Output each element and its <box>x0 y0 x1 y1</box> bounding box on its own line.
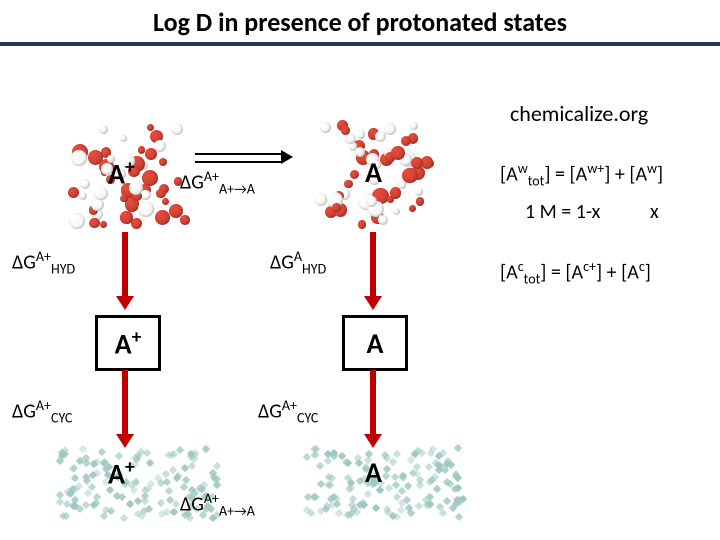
dg-hyd-left-sub: HYD <box>51 261 75 278</box>
equation-1: [Awtot] = [Aw+] + [Aw] <box>500 160 663 190</box>
state-A-bot: A <box>365 455 382 490</box>
title-area: Log D in presence of protonated states <box>0 6 720 38</box>
dg-top-label: ΔGA+A+→A <box>180 168 255 198</box>
dg-cyc-right: ΔGA+CYC <box>258 397 318 427</box>
dg-cyc-left-sup: A+ <box>36 397 51 414</box>
dg-top-sup: A+ <box>204 168 219 185</box>
g: G <box>191 171 204 195</box>
dg-bot-label: ΔGA+A+→A <box>180 490 255 520</box>
state-Aplus-top-A: A <box>108 156 125 191</box>
dg-hyd-left-sup: A+ <box>36 248 51 265</box>
equation-3: [Actot] = [Ac+] + [Ac] <box>500 258 651 288</box>
state-A-mid: A <box>367 326 384 361</box>
equation-2-lhs: 1 M = 1-x <box>525 200 600 224</box>
arrow-top-h <box>195 150 295 170</box>
state-Aplus-bot: A+ <box>108 455 135 491</box>
dg-hyd-right-sup: A <box>294 248 302 265</box>
dg-cyc-left-sub: CYC <box>51 410 72 427</box>
equation-2-rhs: x <box>650 200 659 224</box>
dg-cyc-right-sup: A+ <box>282 397 297 414</box>
dg-top-sub: A+→A <box>219 181 255 198</box>
state-Aplus-mid-box: A+ <box>95 315 161 371</box>
dg-cyc-right-sub: CYC <box>297 410 318 427</box>
dg-hyd-left: ΔGA+HYD <box>12 248 75 278</box>
dg-hyd-right: ΔGAHYD <box>270 248 326 278</box>
state-Aplus-mid: A+ <box>115 325 142 361</box>
dg-hyd-right-sub: HYD <box>302 261 326 278</box>
delta: Δ <box>180 171 191 195</box>
page-title: Log D in presence of protonated states <box>153 6 567 38</box>
source-label: chemicalize.org <box>510 100 648 127</box>
state-Aplus-top-plus: + <box>125 155 135 179</box>
dg-bot-sub: A+→A <box>219 503 255 520</box>
dg-cyc-left: ΔGA+CYC <box>12 397 72 427</box>
state-A-mid-box: A <box>342 315 408 371</box>
state-A-top: A <box>365 155 382 190</box>
state-Aplus-top: A+ <box>108 155 135 191</box>
title-underline <box>0 42 720 46</box>
dg-bot-sup: A+ <box>204 490 219 507</box>
